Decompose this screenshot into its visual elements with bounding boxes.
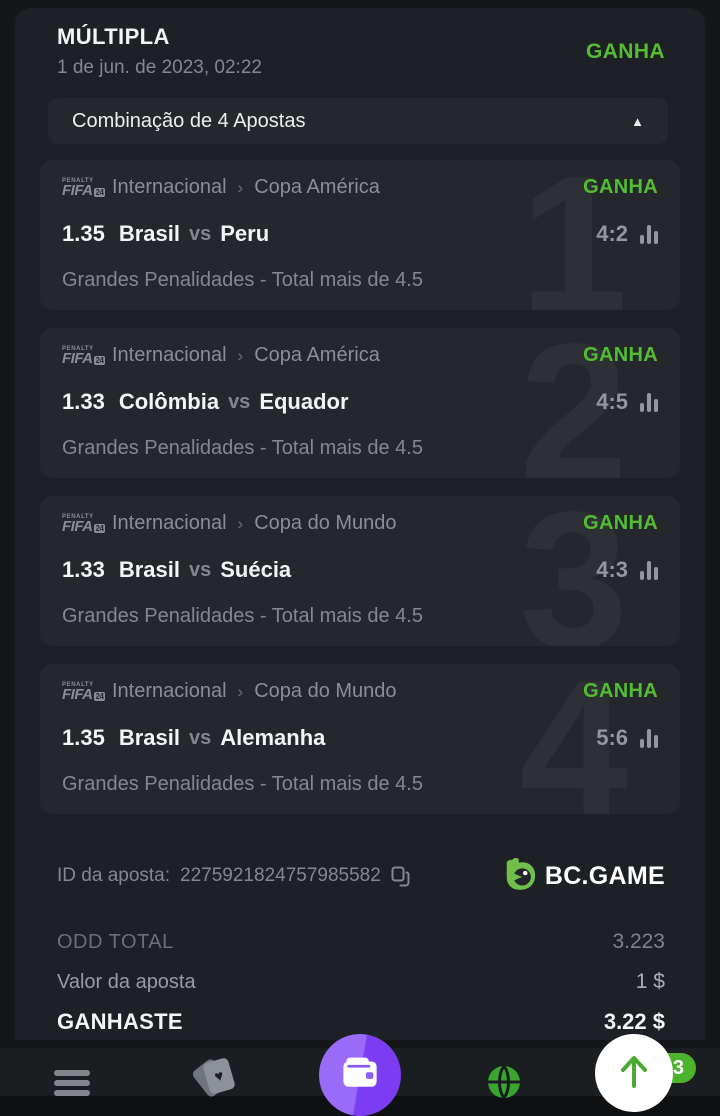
stats-icon[interactable] [640, 728, 658, 748]
sports-basketball-icon[interactable] [487, 1063, 521, 1103]
leg-status-badge: GANHA [583, 680, 658, 702]
odds-value: 1.33 [62, 557, 105, 582]
leg-status-badge: GANHA [583, 344, 658, 366]
home-team: Brasil [118, 725, 180, 750]
league-label: Internacional [112, 512, 227, 534]
home-team: Colômbia [118, 389, 220, 414]
breadcrumb-separator: › [237, 345, 244, 365]
competition-label: Copa do Mundo [254, 512, 397, 534]
home-team: Brasil [118, 557, 180, 582]
winnings-row: GANHASTE 3.22 $ [57, 1002, 665, 1042]
bcgame-mascot-icon [505, 856, 536, 896]
header-left: MÚLTIPLA 1 de jun. de 2023, 02:22 [57, 24, 262, 79]
winnings-label: GANHASTE [57, 1009, 183, 1034]
winnings-value: 3.22 $ [603, 1009, 665, 1034]
leg-status-badge: GANHA [583, 176, 658, 198]
bet-status-badge: GANHA [586, 39, 665, 63]
league-label: Internacional [112, 176, 227, 198]
breadcrumb-separator: › [237, 177, 244, 197]
market-label: Grandes Penalidades - Total mais de 4.5 [62, 437, 423, 459]
bet-meta-row: ID da aposta: 2275921824757985582 BC.GAM… [57, 856, 665, 896]
bet-slip-panel: MÚLTIPLA 1 de jun. de 2023, 02:22 GANHA … [15, 8, 705, 1040]
fifa-penalty-icon: PENALTY FIFA 24 [62, 681, 106, 703]
stats-icon[interactable] [640, 224, 658, 244]
card-suit-icon: ♥ [212, 1066, 226, 1086]
totals-section: ODD TOTAL 3.223 Valor da aposta 1 $ GANH… [57, 922, 665, 1042]
bottom-nav-bar: ♥ 3 [0, 1034, 720, 1116]
match-score: 4:5 [596, 389, 628, 414]
away-team: Suécia [220, 557, 292, 582]
odd-total-row: ODD TOTAL 3.223 [57, 922, 665, 962]
bet-datetime: 1 de jun. de 2023, 02:22 [57, 57, 262, 78]
vs-label: vs [228, 390, 251, 413]
stats-icon[interactable] [640, 392, 658, 412]
odd-total-value: 3.223 [612, 930, 665, 953]
market-label: Grandes Penalidades - Total mais de 4.5 [62, 773, 423, 795]
scroll-to-top-button[interactable] [595, 1034, 673, 1112]
home-team: Brasil [118, 221, 180, 246]
collapse-up-icon[interactable]: ▲ [631, 113, 644, 129]
breadcrumb-separator: › [237, 513, 244, 533]
copy-icon[interactable] [391, 866, 410, 887]
brand-logo: BC.GAME [505, 856, 665, 896]
match-score: 4:3 [596, 557, 628, 582]
bet-id: ID da aposta: 2275921824757985582 [57, 865, 410, 887]
wallet-icon [341, 1056, 379, 1095]
market-label: Grandes Penalidades - Total mais de 4.5 [62, 605, 423, 627]
stake-label: Valor da aposta [57, 970, 196, 993]
odds-value: 1.33 [62, 389, 105, 414]
combination-collapse-bar[interactable]: Combinação de 4 Apostas ▲ [48, 98, 668, 144]
stake-value: 1 $ [635, 970, 665, 993]
leg-status-badge: GANHA [583, 512, 658, 534]
combination-label: Combinação de 4 Apostas [72, 109, 306, 132]
arrow-up-icon [616, 1052, 652, 1095]
stake-row: Valor da aposta 1 $ [57, 962, 665, 1002]
away-team: Equador [259, 389, 349, 414]
vs-label: vs [188, 222, 212, 245]
vs-label: vs [188, 558, 212, 581]
away-team: Peru [220, 221, 270, 246]
stats-icon[interactable] [640, 560, 658, 580]
league-label: Internacional [112, 680, 227, 702]
fifa-penalty-icon: PENALTY FIFA 24 [62, 345, 106, 367]
vs-label: vs [188, 726, 212, 749]
away-team: Alemanha [220, 725, 326, 750]
casino-cards-icon[interactable]: ♥ [190, 1056, 238, 1100]
odd-total-label: ODD TOTAL [57, 930, 174, 953]
match-score: 4:2 [596, 221, 628, 246]
breadcrumb-separator: › [237, 681, 244, 701]
wallet-button[interactable] [319, 1034, 401, 1116]
menu-hamburger-icon[interactable] [54, 1070, 90, 1100]
page-title: MÚLTIPLA [57, 24, 170, 49]
fifa-penalty-icon: PENALTY FIFA 24 [62, 513, 106, 535]
market-label: Grandes Penalidades - Total mais de 4.5 [62, 269, 423, 291]
odds-value: 1.35 [62, 725, 105, 750]
odds-value: 1.35 [62, 221, 105, 246]
bet-id-value: 2275921824757985582 [180, 865, 381, 886]
match-score: 5:6 [596, 725, 628, 750]
bet-slip-header: MÚLTIPLA 1 de jun. de 2023, 02:22 GANHA [15, 8, 705, 79]
fifa-penalty-icon: PENALTY FIFA 24 [62, 177, 106, 199]
brand-name: BC.GAME [544, 861, 665, 890]
league-label: Internacional [112, 344, 227, 366]
competition-label: Copa América [254, 344, 380, 366]
competition-label: Copa do Mundo [254, 680, 397, 702]
bet-id-label: ID da aposta: [57, 865, 171, 886]
competition-label: Copa América [254, 176, 380, 198]
